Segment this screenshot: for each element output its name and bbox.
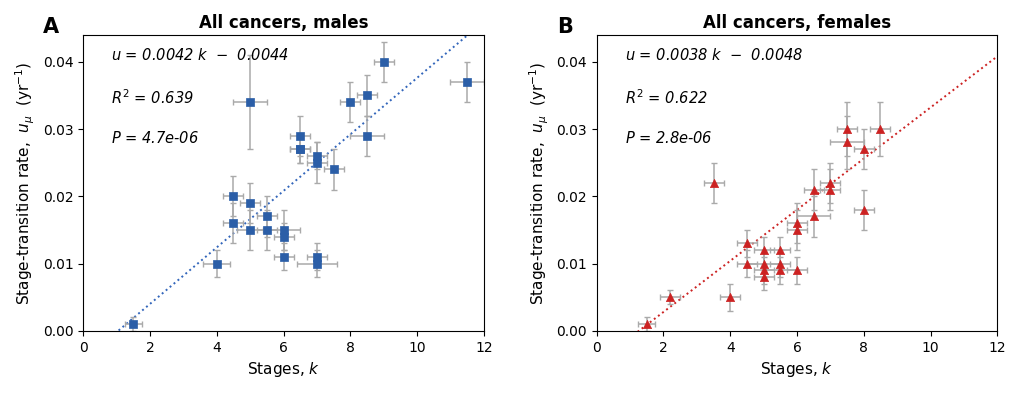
Point <box>242 99 258 105</box>
Point <box>821 186 838 193</box>
Point <box>805 186 821 193</box>
Point <box>871 126 888 132</box>
Text: $u$ = 0.0038 $k$  −  0.0048: $u$ = 0.0038 $k$ − 0.0048 <box>624 47 802 62</box>
Point <box>855 146 871 152</box>
Point <box>341 99 358 105</box>
X-axis label: Stages, $k$: Stages, $k$ <box>247 360 320 379</box>
Point <box>291 146 308 152</box>
X-axis label: Stages, $k$: Stages, $k$ <box>760 360 833 379</box>
Text: $P$ = 2.8e-06: $P$ = 2.8e-06 <box>624 130 711 145</box>
Text: $R^{2}$ = 0.622: $R^{2}$ = 0.622 <box>624 88 707 107</box>
Point <box>788 267 804 274</box>
Point <box>821 180 838 186</box>
Point <box>771 267 788 274</box>
Point <box>242 227 258 233</box>
Point <box>755 267 771 274</box>
Point <box>855 207 871 213</box>
Point <box>838 126 854 132</box>
Title: All cancers, females: All cancers, females <box>702 14 891 32</box>
Point <box>661 294 678 300</box>
Text: B: B <box>556 17 572 37</box>
Point <box>638 321 654 327</box>
Point <box>788 220 804 226</box>
Text: A: A <box>43 17 59 37</box>
Point <box>309 160 325 166</box>
Point <box>225 220 242 226</box>
Point <box>309 261 325 267</box>
Point <box>359 132 375 139</box>
Point <box>755 247 771 253</box>
Point <box>275 233 291 240</box>
Point <box>275 227 291 233</box>
Point <box>209 261 225 267</box>
Title: All cancers, males: All cancers, males <box>199 14 368 32</box>
Point <box>755 261 771 267</box>
Point <box>309 153 325 159</box>
Point <box>838 140 854 146</box>
Point <box>259 227 275 233</box>
Point <box>805 213 821 220</box>
Y-axis label: Stage-transition rate,  $u_{\mu}$  (yr$^{-1}$): Stage-transition rate, $u_{\mu}$ (yr$^{-… <box>14 61 37 305</box>
Point <box>291 146 308 152</box>
Point <box>125 321 142 327</box>
Text: $u$ = 0.0042 $k$  −  0.0044: $u$ = 0.0042 $k$ − 0.0044 <box>111 47 289 62</box>
Point <box>459 79 475 85</box>
Point <box>291 132 308 139</box>
Point <box>225 193 242 199</box>
Point <box>375 59 391 65</box>
Point <box>242 200 258 206</box>
Text: $R^{2}$ = 0.639: $R^{2}$ = 0.639 <box>111 88 194 107</box>
Point <box>259 213 275 220</box>
Text: $P$ = 4.7e-06: $P$ = 4.7e-06 <box>111 130 199 145</box>
Point <box>309 254 325 260</box>
Point <box>325 166 341 173</box>
Point <box>705 180 721 186</box>
Point <box>275 254 291 260</box>
Point <box>738 261 754 267</box>
Point <box>771 261 788 267</box>
Point <box>771 247 788 253</box>
Point <box>721 294 738 300</box>
Point <box>788 227 804 233</box>
Point <box>755 274 771 280</box>
Point <box>359 92 375 99</box>
Point <box>738 240 754 246</box>
Y-axis label: Stage-transition rate,  $u_{\mu}$  (yr$^{-1}$): Stage-transition rate, $u_{\mu}$ (yr$^{-… <box>527 61 550 305</box>
